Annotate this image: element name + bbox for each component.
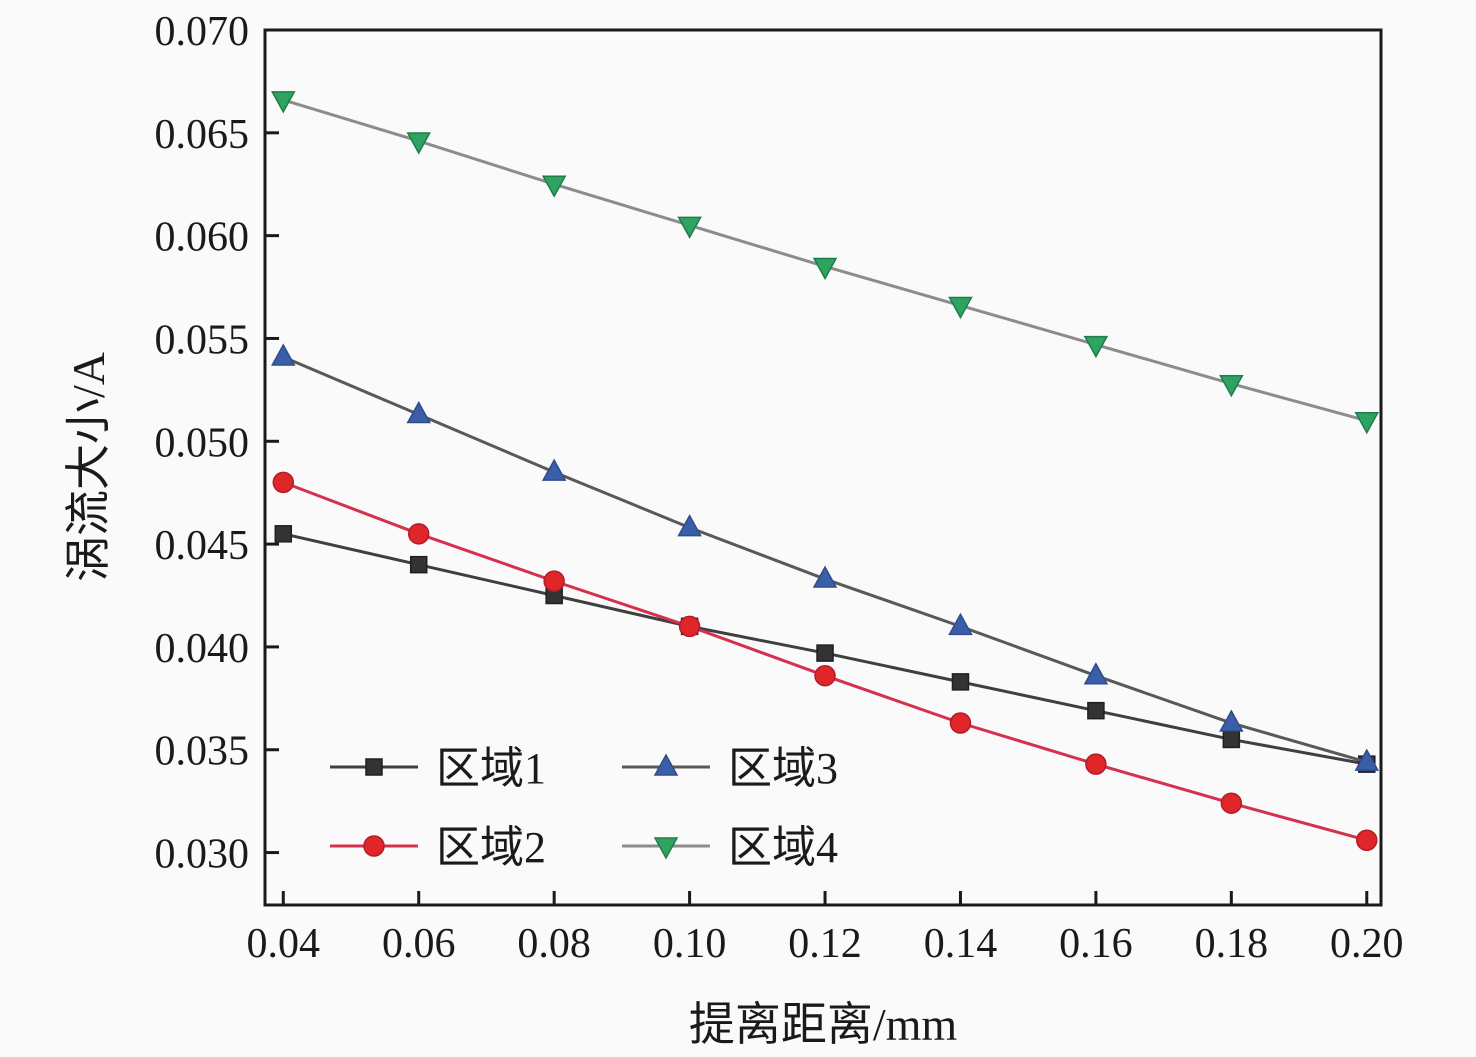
series-4-marker [1354, 411, 1380, 435]
x-tick-label-0: 0.04 [247, 921, 321, 967]
series-2-marker [949, 712, 972, 734]
series-2-marker [407, 523, 430, 545]
series-3-marker [948, 612, 973, 636]
x-axis-title: 提离距离/mm [688, 999, 958, 1050]
series-2-marker [1220, 792, 1243, 814]
series-4-marker [1219, 374, 1244, 398]
y-axis-title: 涡流大小/A [63, 352, 114, 582]
x-tick-label-1: 0.06 [382, 921, 456, 967]
series-2-marker [272, 471, 295, 494]
series-3-marker [1083, 662, 1109, 685]
series-4-marker [677, 216, 702, 239]
legend-marker-2 [363, 835, 385, 857]
legend-marker-1 [365, 758, 383, 776]
legend-label-4: 区域4 [728, 823, 838, 872]
series-2-marker [1085, 753, 1107, 775]
plot-frame [263, 28, 1383, 907]
series-1-marker [1222, 730, 1241, 749]
y-tick-label-2: 0.040 [155, 626, 250, 672]
series-2-marker [543, 570, 565, 592]
series-3-marker [1219, 709, 1244, 732]
x-tick-label-7: 0.18 [1195, 921, 1269, 967]
series-2-marker [678, 615, 701, 638]
x-tick-label-2: 0.08 [517, 921, 591, 967]
series-3-marker [1354, 748, 1380, 771]
x-tick-label-3: 0.10 [653, 921, 727, 967]
series-1-marker [951, 673, 970, 691]
series-4-marker [271, 91, 296, 114]
y-tick-label-1: 0.035 [155, 729, 250, 775]
series-3-marker [271, 343, 296, 366]
y-tick-label-8: 0.070 [155, 9, 250, 55]
series-4-marker [948, 296, 973, 320]
y-tick-label-4: 0.050 [155, 420, 250, 466]
legend-label-3: 区域3 [728, 744, 838, 793]
y-tick-label-6: 0.060 [155, 215, 250, 261]
x-tick-label-4: 0.12 [788, 921, 862, 967]
series-3-marker [677, 514, 702, 537]
y-tick-label-5: 0.055 [155, 317, 250, 363]
series-2-marker [1356, 829, 1378, 851]
legend-label-1: 区域1 [436, 744, 546, 793]
series-4-marker [1083, 335, 1109, 359]
y-tick-label-7: 0.065 [155, 112, 250, 158]
series-4-marker [541, 175, 567, 198]
series-4-marker [406, 132, 431, 155]
series-2-marker [814, 664, 836, 687]
legend-label-2: 区域2 [436, 823, 546, 872]
x-tick-label-8: 0.20 [1330, 921, 1404, 967]
legend-marker-3 [653, 753, 679, 776]
y-tick-label-3: 0.045 [155, 523, 250, 569]
series-line-3 [282, 355, 1368, 764]
series-1-marker [816, 644, 834, 662]
series-3-marker [812, 565, 838, 588]
y-tick-label-0: 0.030 [155, 832, 250, 878]
series-3-marker [541, 458, 567, 481]
series-3-marker [406, 400, 431, 424]
series-1-marker [409, 555, 428, 574]
series-1-marker [1087, 701, 1105, 720]
legend-marker-4 [653, 837, 679, 860]
series-4-marker [812, 257, 838, 281]
series-1-marker [274, 525, 293, 543]
x-tick-label-6: 0.16 [1059, 921, 1133, 967]
x-tick-label-5: 0.14 [924, 921, 998, 967]
